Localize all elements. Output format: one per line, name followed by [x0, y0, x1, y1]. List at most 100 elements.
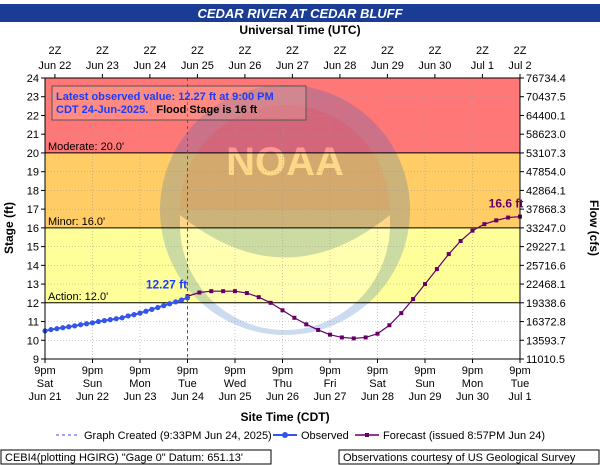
top-tick-label: 2Z	[381, 45, 394, 57]
top-tick-label: 2Z	[191, 45, 204, 57]
observed-point	[143, 308, 149, 314]
top-tick-label: Jun 23	[86, 60, 119, 72]
bottom-tick-label: Mon	[462, 378, 483, 390]
y2-tick-label: 76734.4	[526, 73, 566, 85]
bottom-tick-label: 9pm	[224, 365, 245, 377]
bottom-tick-label: Jun 26	[266, 391, 299, 403]
bottom-tick-label: Jun 28	[361, 391, 394, 403]
observed-value-label: 12.27 ft	[146, 278, 187, 292]
forecast-point	[399, 311, 404, 316]
y2-tick-label: 70437.5	[526, 92, 566, 104]
top-tick-label: 2Z	[428, 45, 441, 57]
observed-point	[83, 321, 90, 327]
top-tick-label: Jun 27	[276, 60, 309, 72]
y2-tick-label: 33247.0	[526, 223, 566, 235]
y2-tick-label: 22468.1	[526, 279, 566, 291]
bottom-tick-label: 9pm	[462, 365, 483, 377]
y-tick-label: 9	[33, 354, 39, 366]
footer-datum: CEBI4(plotting HGIRG) "Gage 0" Datum: 65…	[5, 452, 243, 464]
y-tick-label: 11	[28, 317, 39, 329]
y-tick-label: 22	[27, 110, 39, 122]
bottom-tick-label: 9pm	[367, 365, 388, 377]
observed-point	[149, 306, 155, 312]
y-tick-label: 12	[27, 298, 39, 310]
forecast-point	[339, 335, 344, 340]
bottom-tick-label: Sun	[83, 378, 103, 390]
bottom-tick-label: Jun 30	[456, 391, 489, 403]
data-series	[42, 214, 522, 341]
forecast-point	[209, 289, 214, 294]
bottom-axis-title: Site Time (CDT)	[240, 410, 329, 424]
legend-graph-created: Graph Created (9:33PM Jun 24, 2025)	[84, 430, 272, 442]
y2-tick-label: 11010.5	[526, 354, 565, 366]
y-tick-label: 21	[27, 129, 39, 141]
bottom-tick-label: Tue	[178, 378, 197, 390]
bottom-tick-label: Sat	[37, 378, 54, 390]
top-tick-label: 2Z	[143, 45, 156, 57]
annotation-line3: Flood Stage is 16 ft	[156, 104, 257, 116]
legend-observed-marker	[282, 432, 288, 438]
top-axis-title: Universal Time (UTC)	[239, 23, 360, 37]
bottom-tick-label: Jun 21	[28, 391, 61, 403]
observed-point	[60, 325, 66, 331]
top-tick-label: 2Z	[514, 45, 527, 57]
bottom-tick-label: 9pm	[319, 365, 340, 377]
observed-point	[89, 320, 96, 326]
legend: Graph Created (9:33PM Jun 24, 2025) Obse…	[56, 430, 545, 442]
observed-point	[178, 297, 185, 303]
top-tick-label: Jun 30	[418, 60, 451, 72]
forecast-point	[328, 332, 332, 337]
y2-tick-label: 16372.8	[526, 317, 566, 329]
y2-axis-label: Flow (cfs)	[587, 200, 600, 256]
bottom-tick-label: Wed	[224, 378, 246, 390]
y-tick-label: 23	[27, 92, 39, 104]
y2-tick-label: 47854.0	[526, 167, 566, 179]
forecast-point	[363, 335, 368, 340]
bottom-tick-label: Jun 29	[408, 391, 441, 403]
y2-tick-label: 53107.3	[526, 148, 566, 160]
bottom-tick-label: 9pm	[129, 365, 150, 377]
noaa-logo-text: NOAA	[226, 140, 344, 184]
forecast-point	[256, 295, 261, 300]
top-tick-label: 2Z	[333, 45, 346, 57]
svg-text:CDT 24-Jun-2025. Flood S: CDT 24-Jun-2025. Flood Stage is 16 ft	[56, 104, 258, 116]
stage-line-label: Minor: 16.0'	[48, 216, 105, 228]
observed-point	[72, 323, 78, 329]
y-tick-label: 17	[27, 204, 39, 216]
y2-tick-label: 19338.6	[526, 298, 566, 310]
y2-tick-label: 58623.0	[526, 129, 566, 141]
top-tick-label: Jun 28	[323, 60, 356, 72]
observed-point	[48, 326, 54, 333]
top-tick-label: 2Z	[48, 45, 61, 57]
top-tick-label: Jun 24	[133, 60, 166, 72]
observed-point	[101, 317, 107, 324]
bottom-tick-label: Sun	[415, 378, 435, 390]
bottom-tick-label: Jun 23	[123, 391, 156, 403]
bottom-tick-label: 9pm	[34, 365, 55, 377]
bottom-tick-label: Jun 27	[313, 391, 346, 403]
bottom-tick-label: 9pm	[414, 365, 435, 377]
stage-line-label: Moderate: 20.0'	[48, 141, 124, 153]
bottom-tick-label: Jul 1	[508, 391, 531, 403]
top-tick-label: Jun 29	[371, 60, 404, 72]
y-tick-label: 24	[27, 73, 39, 85]
bottom-tick-label: Sat	[369, 378, 386, 390]
bottom-tick-label: Tue	[511, 378, 530, 390]
top-tick-label: 2Z	[286, 45, 299, 57]
y-tick-label: 14	[27, 260, 39, 272]
forecast-point	[233, 289, 237, 294]
legend-observed: Observed	[301, 430, 349, 442]
footer-datum-box	[0, 449, 272, 465]
bottom-tick-label: Jun 25	[218, 391, 251, 403]
top-tick-label: 2Z	[96, 45, 109, 57]
observed-point	[173, 299, 179, 305]
y-tick-label: 16	[27, 223, 39, 235]
forecast-point	[316, 327, 321, 332]
title-bar	[0, 4, 600, 22]
forecast-point	[446, 252, 451, 257]
y2-tick-label: 29227.1	[526, 242, 566, 254]
forecast-point	[458, 238, 463, 243]
y2-tick-label: 42864.1	[526, 185, 566, 197]
top-tick-label: Jul 2	[508, 60, 531, 72]
forecast-point	[434, 267, 439, 272]
